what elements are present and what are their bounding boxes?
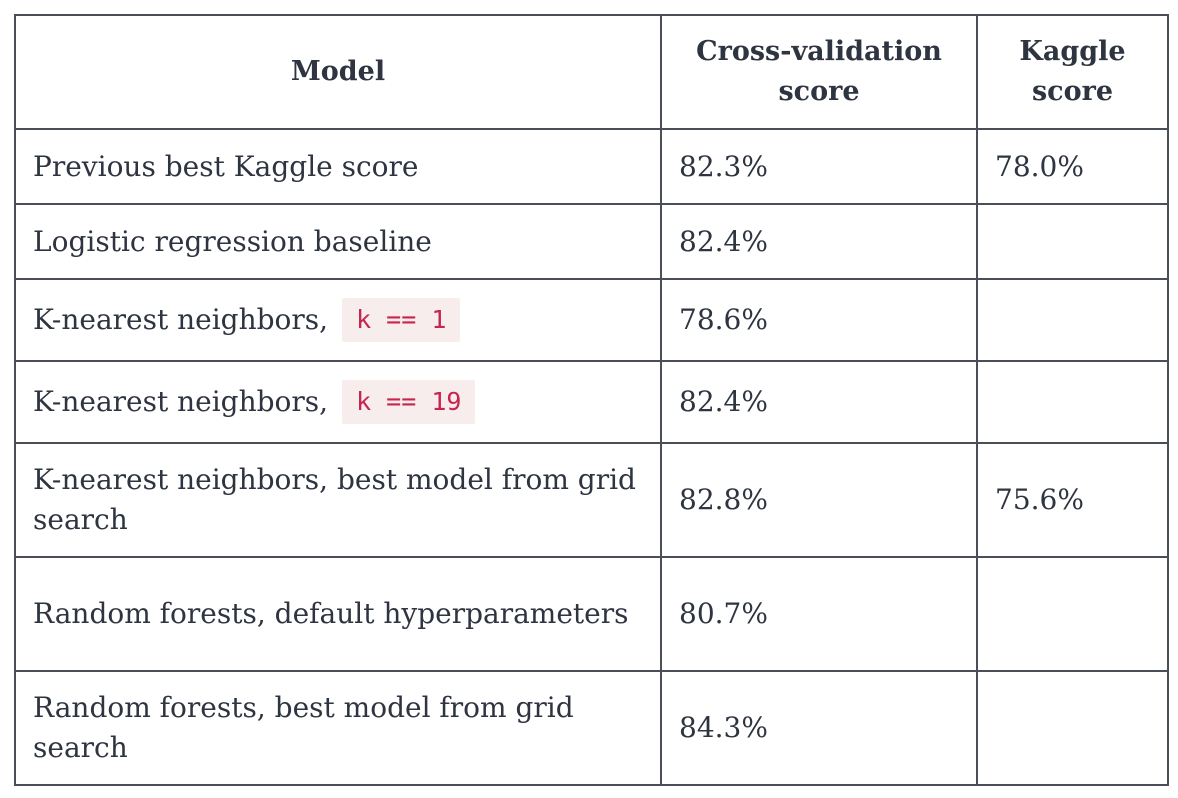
model-cell: Random forests, default hyperparameters (14, 556, 662, 672)
cv-score-cell: 82.4% (660, 203, 978, 280)
cv-score-cell: 84.3% (660, 670, 978, 786)
table-row: K-nearest neighbors, k == 1 78.6% (14, 278, 1169, 362)
model-cell: Logistic regression baseline (14, 203, 662, 280)
header-kaggle-score: Kaggle score (976, 14, 1169, 130)
header-model: Model (14, 14, 662, 130)
kaggle-score-cell: 75.6% (976, 442, 1169, 558)
table-row: K-nearest neighbors, best model from gri… (14, 442, 1169, 558)
kaggle-score-cell (976, 670, 1169, 786)
inline-code: k == 19 (342, 380, 476, 424)
model-cell: Previous best Kaggle score (14, 128, 662, 205)
header-cross-validation-score: Cross-validation score (660, 14, 978, 130)
cv-score-cell: 82.8% (660, 442, 978, 558)
kaggle-score-cell: 78.0% (976, 128, 1169, 205)
model-cell: Random forests, best model from grid sea… (14, 670, 662, 786)
model-cell: K-nearest neighbors, k == 1 (14, 278, 662, 362)
model-label: K-nearest neighbors, (33, 385, 329, 418)
kaggle-score-cell (976, 360, 1169, 444)
cv-score-cell: 78.6% (660, 278, 978, 362)
kaggle-score-cell (976, 203, 1169, 280)
cv-score-cell: 80.7% (660, 556, 978, 672)
cv-score-cell: 82.4% (660, 360, 978, 444)
inline-code: k == 1 (342, 298, 461, 342)
table-row: Random forests, best model from grid sea… (14, 670, 1169, 786)
table-row: K-nearest neighbors, k == 19 82.4% (14, 360, 1169, 444)
table-row: Logistic regression baseline 82.4% (14, 203, 1169, 280)
model-label: K-nearest neighbors, (33, 303, 329, 336)
kaggle-score-cell (976, 278, 1169, 362)
model-cell: K-nearest neighbors, best model from gri… (14, 442, 662, 558)
kaggle-score-cell (976, 556, 1169, 672)
header-row: Model Cross-validation score Kaggle scor… (14, 14, 1169, 130)
model-cell: K-nearest neighbors, k == 19 (14, 360, 662, 444)
cv-score-cell: 82.3% (660, 128, 978, 205)
table-row: Random forests, default hyperparameters … (14, 556, 1169, 672)
model-scores-table: Model Cross-validation score Kaggle scor… (14, 14, 1169, 786)
table-row: Previous best Kaggle score 82.3% 78.0% (14, 128, 1169, 205)
